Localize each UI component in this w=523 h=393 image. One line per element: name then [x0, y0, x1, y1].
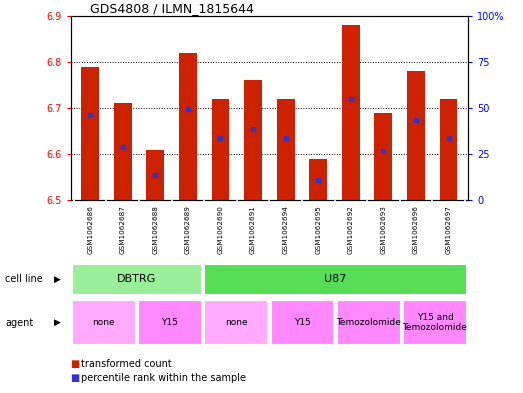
Text: GSM1062689: GSM1062689 [185, 205, 191, 254]
Text: Temozolomide: Temozolomide [336, 318, 401, 327]
Text: U87: U87 [324, 274, 347, 285]
Text: agent: agent [5, 318, 33, 328]
Text: GSM1062695: GSM1062695 [315, 205, 321, 254]
Text: cell line: cell line [5, 274, 43, 285]
Text: percentile rank within the sample: percentile rank within the sample [81, 373, 246, 384]
Bar [204, 264, 467, 295]
Bar [244, 81, 262, 200]
Text: GSM1062687: GSM1062687 [120, 205, 126, 254]
Text: transformed count: transformed count [81, 358, 172, 369]
Bar [374, 113, 392, 200]
Bar [407, 71, 425, 200]
Text: DBTRG: DBTRG [117, 274, 156, 285]
Bar [277, 99, 294, 200]
Bar [271, 300, 334, 345]
Text: Y15: Y15 [162, 318, 178, 327]
Bar [138, 300, 202, 345]
Bar [439, 99, 458, 200]
Text: GSM1062696: GSM1062696 [413, 205, 419, 254]
Bar [211, 99, 230, 200]
Bar [342, 25, 360, 200]
Text: none: none [225, 318, 247, 327]
Bar [204, 300, 268, 345]
Text: GSM1062694: GSM1062694 [282, 205, 289, 254]
Text: ▶: ▶ [54, 318, 61, 327]
Text: GSM1062692: GSM1062692 [348, 205, 354, 254]
Text: GSM1062697: GSM1062697 [446, 205, 451, 254]
Bar [114, 103, 132, 200]
Text: none: none [93, 318, 115, 327]
Text: GSM1062690: GSM1062690 [218, 205, 223, 254]
Text: GSM1062688: GSM1062688 [152, 205, 158, 254]
Bar [81, 66, 99, 200]
Bar [337, 300, 401, 345]
Text: ▶: ▶ [54, 275, 61, 284]
Text: ■: ■ [71, 358, 80, 369]
Bar [309, 159, 327, 200]
Text: ■: ■ [71, 373, 80, 384]
Bar [403, 300, 467, 345]
Bar [72, 300, 135, 345]
Text: GSM1062691: GSM1062691 [250, 205, 256, 254]
Text: Y15: Y15 [294, 318, 311, 327]
Bar [146, 150, 164, 200]
Text: GSM1062693: GSM1062693 [380, 205, 386, 254]
Text: GDS4808 / ILMN_1815644: GDS4808 / ILMN_1815644 [90, 2, 254, 15]
Text: GSM1062686: GSM1062686 [87, 205, 93, 254]
Text: Y15 and
Temozolomide: Y15 and Temozolomide [403, 313, 468, 332]
Bar [72, 264, 202, 295]
Bar [179, 53, 197, 200]
